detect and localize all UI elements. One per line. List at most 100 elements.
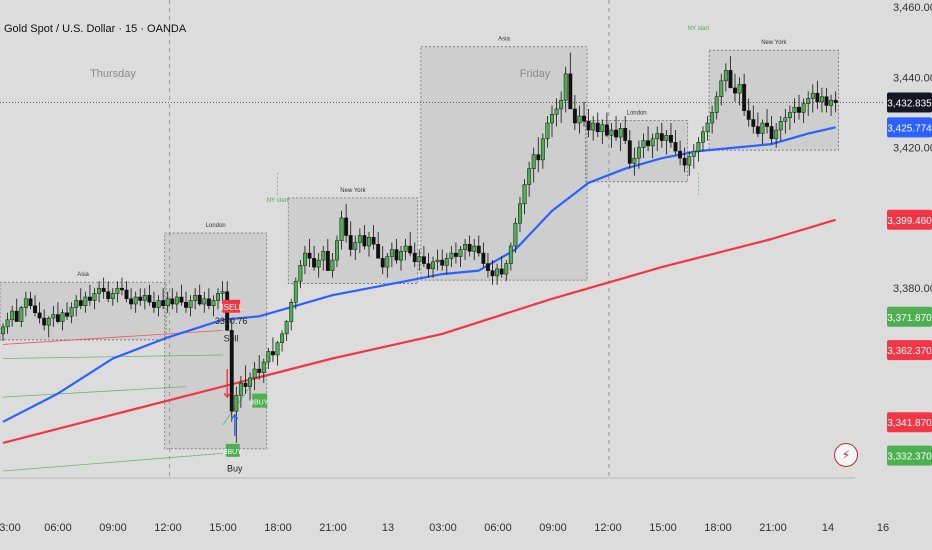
candle-body-146 (669, 135, 673, 143)
x-tick-9: 06:00 (484, 522, 512, 534)
price-label-bg-0 (887, 92, 932, 113)
candle-body-153 (701, 131, 705, 143)
lightning-icon[interactable]: ⚡ (834, 443, 858, 467)
candle-body-0 (1, 326, 5, 335)
candle-body-168 (769, 126, 774, 140)
candle-body-150 (687, 156, 692, 166)
candle-body-111 (508, 245, 513, 264)
candle-body-57 (261, 361, 266, 373)
candle-body-135 (618, 128, 623, 138)
candle-body-15 (69, 307, 74, 317)
candle-body-54 (248, 377, 253, 387)
candle-body-11 (51, 314, 56, 319)
candle-body-59 (270, 351, 275, 356)
candle-body-37 (170, 298, 175, 305)
signal-trendline-2 (2, 386, 187, 398)
candle-body-20 (92, 293, 97, 301)
candle-body-158 (723, 70, 728, 82)
candle-body-31 (142, 294, 147, 301)
x-tick-2: 09:00 (99, 522, 127, 534)
candle-body-123 (563, 73, 568, 101)
candle-body-173 (792, 106, 797, 113)
x-tick-11: 12:00 (594, 522, 622, 534)
candle-body-30 (138, 296, 143, 301)
candle-body-94 (431, 261, 436, 270)
candle-body-87 (399, 251, 403, 261)
candle-body-29 (133, 296, 138, 305)
buy-arrow-icon (231, 413, 239, 436)
candle-body-98 (449, 252, 454, 259)
candle-body-36 (165, 298, 170, 307)
x-tick-7: 13 (382, 522, 394, 534)
candle-body-112 (513, 222, 518, 247)
candle-body-182 (833, 99, 838, 103)
session-box-1 (164, 232, 268, 450)
candle-body-89 (408, 245, 413, 254)
price-label-3: 3,371.870 (887, 313, 932, 324)
candle-body-118 (540, 138, 545, 161)
candle-body-180 (824, 96, 829, 106)
candle-body-157 (719, 80, 724, 97)
price-label-2: 3,399.460 (887, 216, 932, 227)
signal-trendline-3 (2, 452, 223, 472)
candle-body-141 (646, 140, 651, 147)
candle-body-41 (188, 300, 193, 308)
candle-body-69 (316, 259, 321, 268)
candle-body-40 (184, 302, 188, 308)
candle-body-108 (495, 268, 500, 277)
session-label-2: New York (340, 188, 366, 194)
candle-body-137 (627, 140, 632, 164)
price-label-bg-5 (887, 412, 932, 433)
sell-value-text: 3380.76 (215, 316, 248, 326)
moving-average-1 (2, 218, 836, 444)
candle-body-114 (522, 184, 527, 205)
candle-body-128 (586, 121, 591, 131)
price-label-bg-3 (887, 306, 932, 327)
candle-body-178 (815, 92, 820, 103)
candle-body-34 (156, 300, 161, 308)
candle-body-107 (490, 270, 495, 277)
day-label-0: Thursday (90, 68, 136, 80)
price-label-4: 3,362.370 (887, 346, 932, 357)
candle-body-22 (101, 287, 106, 292)
candle-body-48 (220, 291, 225, 294)
candle-body-63 (289, 302, 294, 322)
candle-body-67 (307, 252, 312, 259)
candle-body-154 (705, 122, 710, 133)
candle-body-5 (23, 298, 28, 308)
candle-body-134 (614, 129, 618, 138)
candle-body-17 (78, 300, 83, 307)
candle-body-117 (536, 154, 541, 161)
chart-title-text: Gold Spot / U.S. Dollar · 15 · OANDA (4, 23, 187, 35)
candle-body-99 (453, 252, 458, 257)
candle-body-102 (467, 244, 472, 252)
candle-body-165 (755, 126, 760, 134)
candle-body-130 (595, 122, 600, 133)
buy-badge-2-text: 3BUY (250, 400, 269, 407)
candle-body-116 (531, 154, 536, 169)
candle-body-156 (714, 96, 719, 113)
signal-trendline-0 (2, 329, 223, 345)
candle-body-79 (362, 235, 367, 247)
candle-body-179 (819, 96, 824, 103)
session-label-5: New York (761, 40, 787, 46)
session-label-0: Asia (77, 272, 89, 278)
candle-body-80 (367, 236, 371, 247)
price-label-bg-2 (887, 209, 932, 230)
candle-body-122 (559, 99, 564, 110)
session-label-4: London (627, 111, 647, 117)
x-tick-15: 14 (822, 522, 834, 534)
candle-body-109 (499, 268, 504, 275)
candle-body-39 (179, 296, 184, 303)
candle-body-151 (691, 150, 696, 157)
session-label-1: London (206, 223, 226, 229)
candle-body-38 (174, 296, 179, 305)
candle-body-91 (417, 256, 422, 263)
candle-body-43 (197, 294, 202, 305)
candle-body-51 (234, 395, 239, 412)
day-label-1: Friday (520, 68, 551, 80)
candle-body-10 (46, 317, 51, 326)
